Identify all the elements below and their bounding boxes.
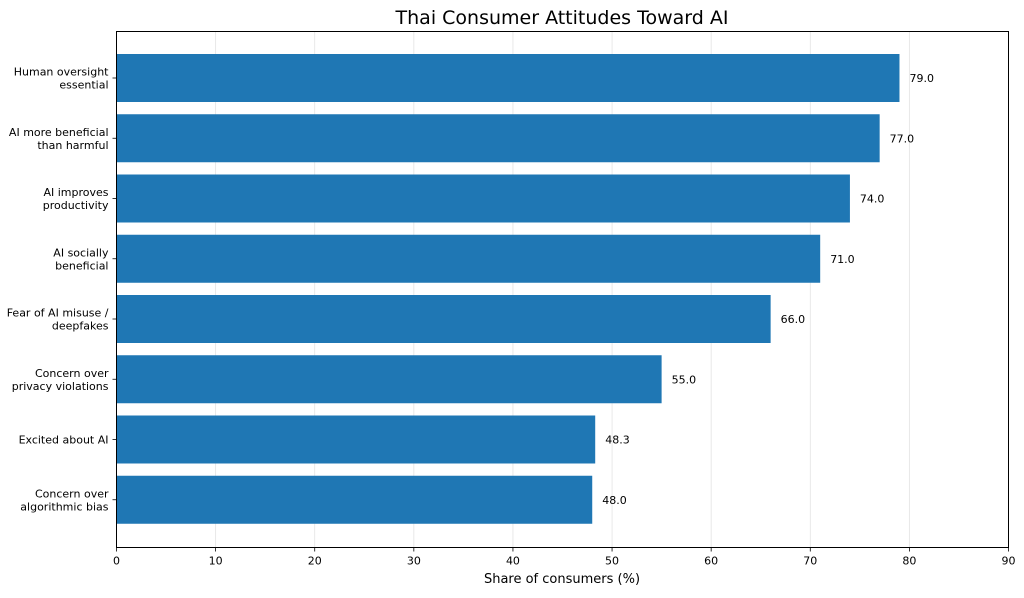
- x-tick-label: 0: [113, 555, 120, 568]
- bar: [116, 355, 662, 404]
- x-tick-label: 80: [902, 555, 916, 568]
- data-label: 55.0: [672, 373, 697, 386]
- x-tick-label: 40: [506, 555, 520, 568]
- bar: [116, 54, 900, 102]
- plot-frame: [116, 31, 1009, 548]
- data-label: 71.0: [830, 253, 855, 266]
- data-label: 74.0: [860, 193, 885, 206]
- x-axis-label: Share of consumers (%): [484, 572, 640, 587]
- bar: [116, 234, 821, 283]
- bar: [116, 475, 593, 524]
- y-tick-label: Concern over algorithmic bias: [20, 487, 109, 513]
- x-tick-label: 10: [209, 555, 223, 568]
- x-tick-label: 30: [407, 555, 421, 568]
- data-label: 79.0: [909, 72, 934, 85]
- y-tick-label: AI socially beneficial: [53, 246, 109, 272]
- bar: [116, 295, 771, 343]
- bar: [116, 114, 880, 163]
- data-label: 48.3: [605, 434, 630, 447]
- chart-title: Thai Consumer Attitudes Toward AI: [395, 7, 729, 29]
- data-label: 66.0: [781, 313, 806, 326]
- y-tick-label: Excited about AI: [19, 434, 109, 447]
- x-tick-label: 20: [308, 555, 322, 568]
- bar: [116, 415, 596, 464]
- data-label: 48.0: [602, 494, 627, 507]
- y-tick-label: Human oversight essential: [14, 66, 109, 92]
- y-tick-label: AI improves productivity: [43, 186, 109, 212]
- x-tick-label: 90: [1002, 555, 1016, 568]
- y-tick-label: AI more beneficial than harmful: [9, 126, 109, 152]
- y-tick-label: Concern over privacy violations: [12, 367, 109, 393]
- y-tick-label: Fear of AI misuse / deepfakes: [7, 307, 109, 333]
- bar: [116, 174, 850, 223]
- x-tick-label: 70: [803, 555, 817, 568]
- x-tick-label: 50: [605, 555, 619, 568]
- x-tick-label: 60: [704, 555, 718, 568]
- data-label: 77.0: [890, 132, 915, 145]
